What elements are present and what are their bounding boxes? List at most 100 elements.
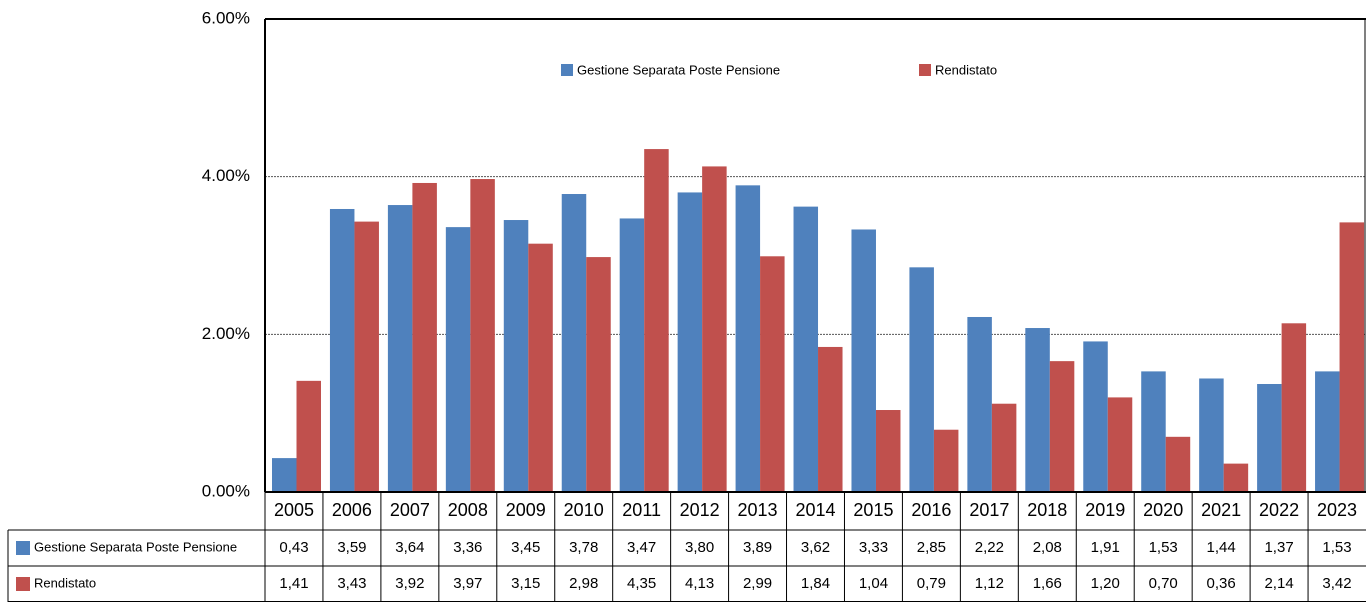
bar bbox=[677, 192, 703, 492]
table-value: 3,78 bbox=[569, 539, 598, 556]
table-value: 3,59 bbox=[337, 539, 366, 556]
table-value: 2,98 bbox=[569, 575, 598, 592]
table-value: 2,22 bbox=[975, 539, 1004, 556]
bar bbox=[1165, 436, 1191, 492]
x-tick-label: 2015 bbox=[853, 500, 893, 520]
x-tick-label: 2023 bbox=[1317, 500, 1357, 520]
table-value: 3,42 bbox=[1322, 575, 1351, 592]
y-tick-label: 4.00% bbox=[202, 166, 250, 185]
table-value: 3,45 bbox=[511, 539, 540, 556]
bar bbox=[933, 429, 959, 492]
bar bbox=[470, 179, 495, 492]
bar bbox=[503, 220, 529, 492]
x-tick-label: 2022 bbox=[1259, 500, 1299, 520]
bar bbox=[296, 380, 321, 492]
table-value: 3,92 bbox=[395, 575, 424, 592]
bar bbox=[412, 182, 437, 492]
table-swatch bbox=[16, 577, 30, 591]
table-value: 3,36 bbox=[453, 539, 482, 556]
table-value: 1,66 bbox=[1033, 575, 1062, 592]
x-tick-label: 2017 bbox=[969, 500, 1009, 520]
bar bbox=[1339, 222, 1365, 492]
table-value: 3,47 bbox=[627, 539, 656, 556]
y-tick-label: 0.00% bbox=[202, 481, 250, 500]
bar bbox=[1257, 383, 1282, 492]
table-value: 3,97 bbox=[453, 575, 482, 592]
table-value: 1,37 bbox=[1264, 539, 1293, 556]
bar bbox=[354, 221, 379, 492]
x-tick-label: 2020 bbox=[1143, 500, 1183, 520]
legend-swatch bbox=[561, 64, 573, 76]
table-value: 1,12 bbox=[975, 575, 1004, 592]
table-value: 3,89 bbox=[743, 539, 772, 556]
bar bbox=[1141, 371, 1166, 492]
x-tick-label: 2006 bbox=[332, 500, 372, 520]
bar bbox=[528, 243, 553, 492]
y-tick-label: 6.00% bbox=[202, 8, 250, 27]
bar bbox=[272, 458, 297, 492]
y-tick-label: 2.00% bbox=[202, 324, 250, 343]
table-value: 2,99 bbox=[743, 575, 772, 592]
x-tick-label: 2011 bbox=[622, 500, 661, 520]
bar bbox=[1281, 323, 1307, 492]
table-value: 1,91 bbox=[1091, 539, 1120, 556]
bar bbox=[760, 256, 785, 492]
bar bbox=[445, 227, 471, 492]
legend-swatch bbox=[919, 64, 931, 76]
bar bbox=[1315, 371, 1340, 492]
x-tick-label: 2012 bbox=[680, 500, 720, 520]
bar bbox=[619, 218, 645, 492]
bar bbox=[1223, 463, 1249, 492]
table-value: 2,14 bbox=[1264, 575, 1293, 592]
bar bbox=[387, 205, 413, 492]
table-value: 2,08 bbox=[1033, 539, 1062, 556]
bar bbox=[991, 403, 1017, 492]
table-value: 0,43 bbox=[279, 539, 308, 556]
table-value: 3,80 bbox=[685, 539, 714, 556]
x-tick-label: 2010 bbox=[564, 500, 604, 520]
x-tick-label: 2008 bbox=[448, 500, 488, 520]
legend-label: Gestione Separata Poste Pensione bbox=[577, 62, 780, 77]
bar bbox=[793, 206, 819, 492]
bar bbox=[1107, 397, 1133, 492]
legend-label: Rendistato bbox=[935, 62, 997, 77]
bar bbox=[851, 229, 876, 493]
table-value: 3,15 bbox=[511, 575, 540, 592]
table-swatch bbox=[16, 541, 30, 555]
table-row-label: Gestione Separata Poste Pensione bbox=[34, 539, 237, 554]
bar bbox=[1199, 378, 1224, 492]
bar bbox=[329, 208, 355, 492]
table-value: 0,79 bbox=[917, 575, 946, 592]
table-value: 3,33 bbox=[859, 539, 888, 556]
table-value: 1,04 bbox=[859, 575, 888, 592]
table-value: 1,41 bbox=[279, 575, 308, 592]
x-tick-label: 2009 bbox=[506, 500, 546, 520]
x-tick-label: 2021 bbox=[1201, 500, 1241, 520]
table-value: 2,85 bbox=[917, 539, 946, 556]
table-value: 1,53 bbox=[1149, 539, 1178, 556]
x-tick-label: 2016 bbox=[911, 500, 951, 520]
table-value: 3,64 bbox=[395, 539, 424, 556]
table-value: 4,13 bbox=[685, 575, 714, 592]
bar bbox=[1025, 328, 1050, 492]
x-tick-label: 2005 bbox=[274, 500, 314, 520]
table-value: 1,53 bbox=[1322, 539, 1351, 556]
x-tick-label: 2019 bbox=[1085, 500, 1125, 520]
bar bbox=[561, 194, 587, 492]
bar bbox=[909, 267, 934, 492]
bar bbox=[818, 346, 843, 492]
bar bbox=[1083, 341, 1108, 492]
table-value: 4,35 bbox=[627, 575, 656, 592]
x-tick-label: 2018 bbox=[1027, 500, 1067, 520]
table-value: 3,62 bbox=[801, 539, 830, 556]
table-value: 0,36 bbox=[1207, 575, 1236, 592]
bar bbox=[702, 166, 727, 492]
x-tick-label: 2014 bbox=[795, 500, 835, 520]
bar bbox=[967, 316, 992, 492]
bar bbox=[1049, 361, 1075, 492]
x-tick-label: 2013 bbox=[738, 500, 778, 520]
table-value: 1,84 bbox=[801, 575, 830, 592]
bar bbox=[875, 410, 901, 492]
